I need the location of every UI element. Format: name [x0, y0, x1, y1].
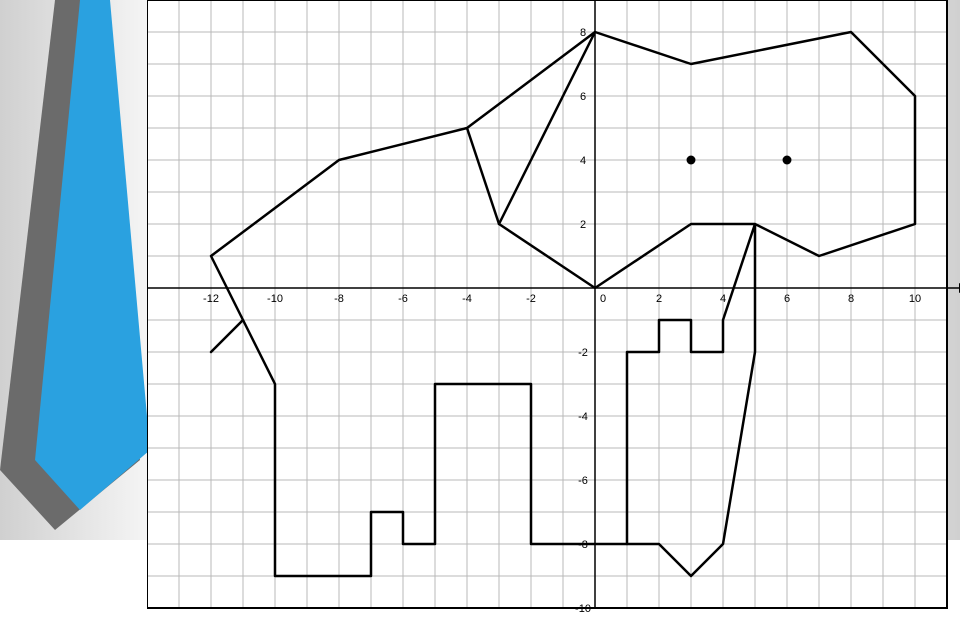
- figure-dot-1: [783, 156, 792, 165]
- x-tick-label: 8: [848, 293, 854, 305]
- y-tick-label: 6: [580, 91, 586, 103]
- figure-dot-0: [687, 156, 696, 165]
- coordinate-grid-plot: XY-12-10-8-6-4-2246810-10-8-6-4-224680: [147, 0, 960, 618]
- y-tick-label: -10: [575, 603, 591, 615]
- y-tick-label: -2: [578, 347, 588, 359]
- x-tick-label: -8: [334, 293, 344, 305]
- x-tick-label: -6: [398, 293, 408, 305]
- plot-svg: XY-12-10-8-6-4-2246810-10-8-6-4-224680: [147, 0, 960, 618]
- x-tick-label: 4: [720, 293, 726, 305]
- x-tick-label: -2: [526, 293, 536, 305]
- x-tick-label: 10: [909, 293, 921, 305]
- origin-label: 0: [600, 293, 606, 305]
- y-tick-label: -6: [578, 475, 588, 487]
- x-tick-label: 2: [656, 293, 662, 305]
- x-tick-label: 6: [784, 293, 790, 305]
- y-tick-label: 8: [580, 27, 586, 39]
- x-tick-label: -12: [203, 293, 219, 305]
- y-tick-label: 2: [580, 219, 586, 231]
- y-tick-label: -4: [578, 411, 588, 423]
- x-tick-label: -4: [462, 293, 472, 305]
- slide-accent-shape: [0, 0, 170, 540]
- y-tick-label: 4: [580, 155, 586, 167]
- x-tick-label: -10: [267, 293, 283, 305]
